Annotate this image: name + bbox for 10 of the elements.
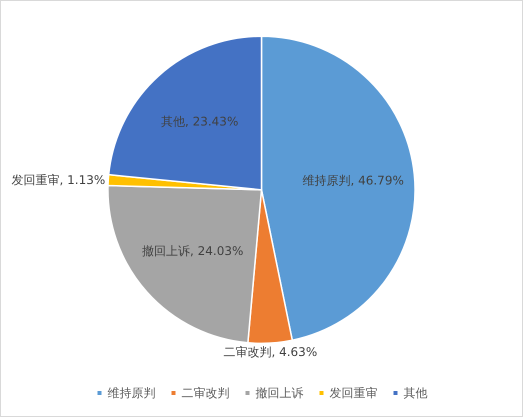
legend-label: 二审改判 xyxy=(182,386,230,400)
data-label: 其他, 23.43% xyxy=(160,114,238,129)
data-label: 发回重审, 1.13% xyxy=(12,172,106,187)
legend-label: 发回重审 xyxy=(330,386,378,400)
data-label: 二审改判, 4.63% xyxy=(223,345,318,360)
data-label: 撤回上诉, 24.03% xyxy=(142,244,244,258)
legend-label: 维持原判 xyxy=(108,386,156,400)
legend-label: 其他 xyxy=(404,386,428,400)
legend-label: 撤回上诉 xyxy=(256,386,304,400)
data-label: 维持原判, 46.79% xyxy=(302,174,404,188)
